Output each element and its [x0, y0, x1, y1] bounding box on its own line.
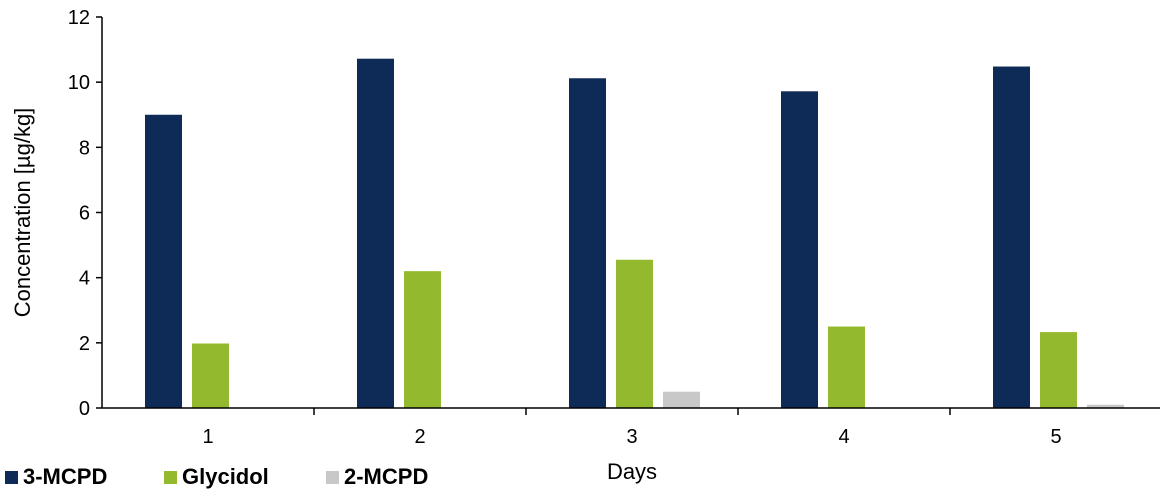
bars-layer — [145, 58, 1124, 409]
bar-3-mcpd-day-3 — [569, 78, 606, 409]
x-axis-title: Days — [607, 459, 657, 484]
x-tick-label: 2 — [414, 426, 425, 448]
legend: 3-MCPD Glycidol 2-MCPD — [5, 464, 428, 489]
bar-glycidol-day-4 — [828, 326, 865, 408]
bar-3-mcpd-day-2 — [357, 58, 394, 408]
y-tick-label: 4 — [79, 268, 90, 290]
y-tick-label: 2 — [79, 333, 90, 355]
y-tick-label: 12 — [68, 7, 90, 29]
bar-3-mcpd-day-4 — [781, 91, 818, 408]
y-tick-label: 6 — [79, 203, 90, 225]
y-axis-title: Concentration [µg/kg] — [10, 108, 35, 318]
x-tick-label: 4 — [838, 426, 849, 448]
bar-glycidol-day-3 — [616, 259, 653, 408]
x-tick-label: 5 — [1050, 426, 1061, 448]
y-tick-label: 8 — [79, 137, 90, 159]
y-ticks: 0 2 4 6 8 10 12 — [68, 7, 102, 420]
x-tick-label: 1 — [202, 426, 213, 448]
bar-glycidol-day-5 — [1040, 332, 1077, 408]
legend-label-2-mcpd: 2-MCPD — [344, 464, 428, 489]
bar-2-mcpd-day-5 — [1087, 404, 1124, 408]
legend-label-3-mcpd: 3-MCPD — [23, 464, 107, 489]
legend-swatch-2-mcpd — [326, 471, 339, 484]
bar-glycidol-day-2 — [404, 271, 441, 408]
legend-label-glycidol: Glycidol — [182, 464, 269, 489]
y-tick-label: 10 — [68, 72, 90, 94]
bar-2-mcpd-day-3 — [663, 391, 700, 408]
legend-swatch-3-mcpd — [5, 471, 18, 484]
x-tick-label: 3 — [626, 426, 637, 448]
x-ticks: 1 2 3 4 5 — [202, 408, 1062, 448]
y-tick-label: 0 — [79, 398, 90, 420]
bar-glycidol-day-1 — [192, 343, 229, 408]
bar-3-mcpd-day-1 — [145, 114, 182, 408]
bar-3-mcpd-day-5 — [993, 66, 1030, 408]
legend-swatch-glycidol — [164, 471, 177, 484]
